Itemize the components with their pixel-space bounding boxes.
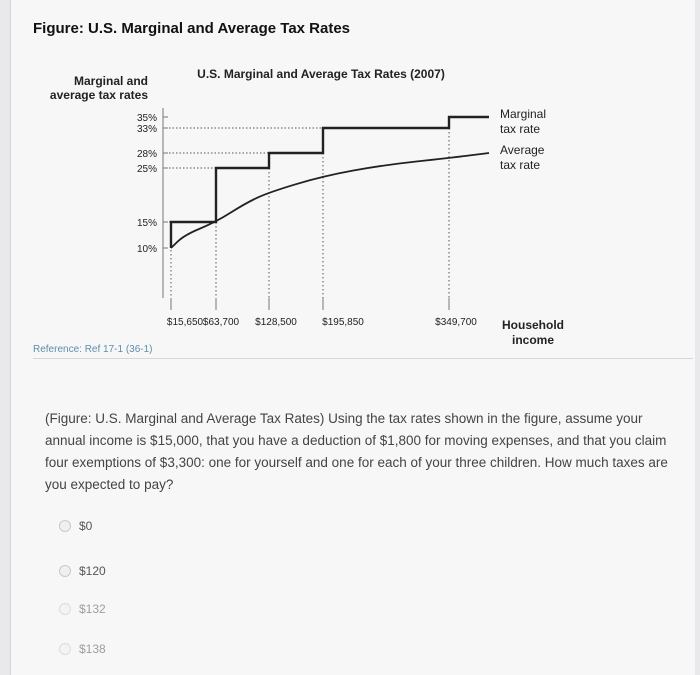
y-axis-label: average tax rates [50,88,148,102]
series-label: Average [500,143,545,157]
y-tick-label: 35% [137,113,157,124]
figure-title: Figure: U.S. Marginal and Average Tax Ra… [33,20,351,37]
option-label: $0 [79,519,93,533]
option-label: $132 [79,602,106,616]
series-label: tax rate [500,122,540,136]
answer-option-1[interactable]: $0 [59,517,92,535]
average-rate-line [170,152,490,249]
option-label: $138 [79,642,106,656]
radio-button[interactable] [59,643,71,655]
option-label: $120 [79,564,106,578]
divider [33,358,693,359]
question-text: (Figure: U.S. Marginal and Average Tax R… [45,411,668,492]
marginal-rate-line [169,115,489,248]
x-axis-label: income [512,333,554,347]
x-axis-label: Household [502,318,564,332]
answer-option-4[interactable]: $138 [59,640,106,658]
y-tick-label: 10% [137,244,157,255]
tax-rate-chart: U.S. Marginal and Average Tax Rates (200… [21,0,621,360]
radio-button[interactable] [59,520,71,532]
y-tick-label: 33% [137,124,157,135]
x-tick-label: $349,700 [435,317,477,328]
answer-option-2[interactable]: $120 [59,562,106,580]
x-tick-label: $63,700 [203,317,240,328]
reference-link[interactable]: Reference: Ref 17-1 (36-1) [33,344,153,355]
y-tick-label: 28% [137,149,157,160]
series-label: Marginal [500,107,546,121]
x-tick-label: $15,650 [167,317,204,328]
y-tick-label: 25% [137,164,157,175]
y-tick-label: 15% [137,218,157,229]
x-tick-label: $195,850 [322,317,364,328]
x-tick-label: $128,500 [255,317,297,328]
answer-option-3[interactable]: $132 [59,600,106,618]
radio-button[interactable] [59,565,71,577]
chart-title: U.S. Marginal and Average Tax Rates (200… [197,67,445,81]
chart-svg: U.S. Marginal and Average Tax Rates (200… [50,67,564,347]
series-label: tax rate [500,158,540,172]
y-axis-label: Marginal and [74,74,148,88]
radio-button[interactable] [59,603,71,615]
question-card: Figure: U.S. Marginal and Average Tax Ra… [10,0,695,675]
